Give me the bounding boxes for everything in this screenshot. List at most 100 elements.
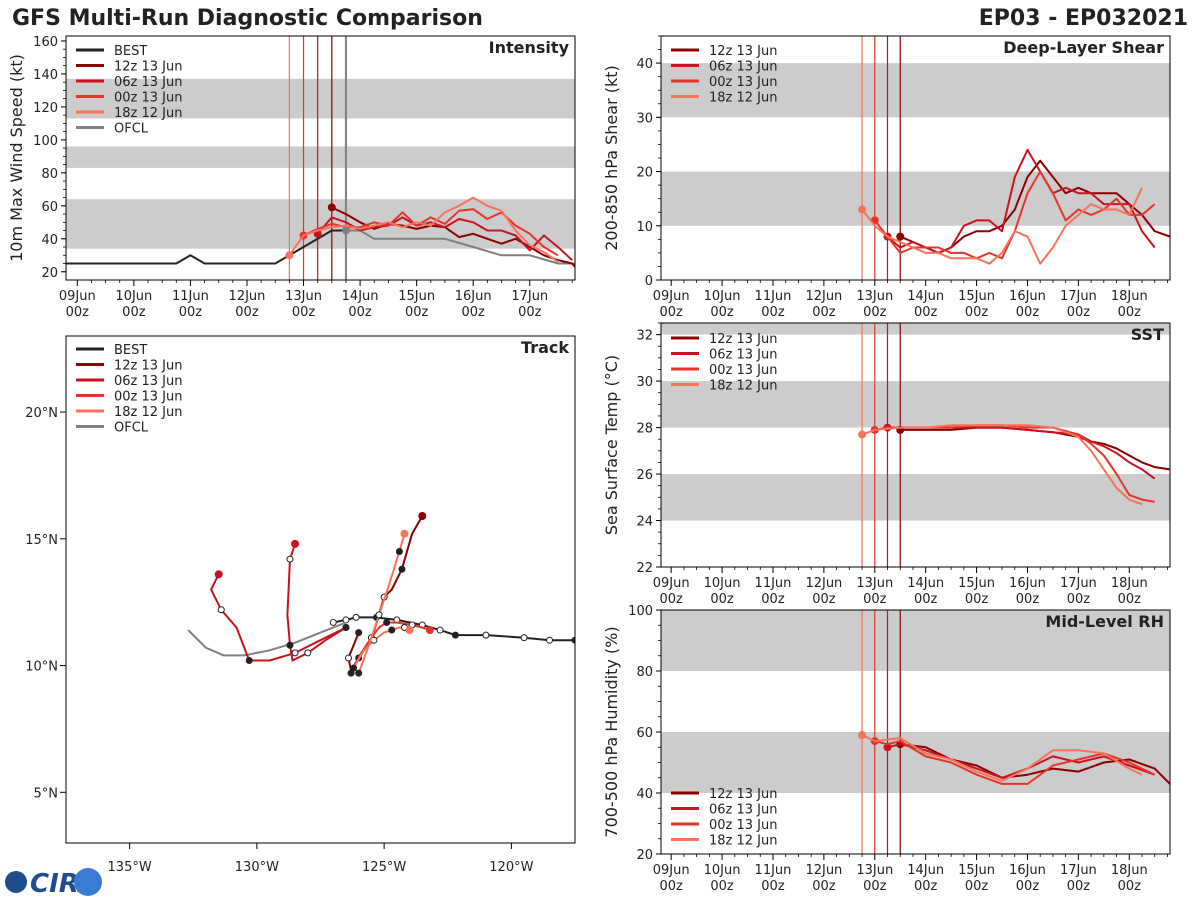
rh-xtick-label-day: 15Jun	[958, 863, 995, 878]
track-point-18z-12-jun-b	[395, 547, 403, 555]
track-point-06z-13-jun-b	[342, 624, 350, 632]
sst-legend-label-00z-13-jun: 00z 13 Jun	[709, 363, 778, 378]
track-point-best	[352, 613, 360, 621]
shear-xtick-label-hour: 00z	[914, 305, 938, 320]
shear-xtick-label-day: 18Jun	[1111, 289, 1148, 304]
cira-logo: CIRA	[5, 868, 102, 899]
rh-legend-label-06z-13-jun: 06z 13 Jun	[709, 803, 778, 818]
intensity-series-12z-13-jun	[331, 206, 575, 268]
sst-ytick-label: 26	[636, 468, 653, 483]
track-point-best	[329, 618, 337, 626]
track-point-best	[482, 631, 490, 639]
shear-ylabel: 200-850 hPa Shear (kt)	[602, 65, 621, 251]
shear-ytick-label: 40	[636, 57, 653, 72]
shear-legend-label-12z-13-jun: 12z 13 Jun	[709, 44, 778, 59]
track-end-point-18z-12-jun-b	[400, 529, 409, 538]
intensity-xtick-label-hour: 00z	[292, 305, 316, 320]
track-point-06z-13-jun	[286, 641, 294, 649]
intensity-xtick-label-hour: 00z	[462, 305, 486, 320]
intensity-ylabel: 10m Max Wind Speed (kt)	[7, 54, 26, 262]
track-xtick-label: 120°W	[489, 860, 533, 875]
track-point-00z-13-jun	[383, 618, 391, 626]
track-panel: 135°W 130°W 125°W 120°W 5°N 10°N 15°N 20°N Track…	[25, 335, 576, 875]
rh-xtick-label-hour: 00z	[1067, 879, 1091, 894]
track-end-point-06z-13-jun	[291, 539, 300, 548]
track-point-12z-13-jun	[344, 654, 352, 662]
rh-ytick-label: 60	[636, 726, 653, 741]
shear-start-point-18z-12-jun	[858, 205, 867, 214]
intensity-start-point-18z-12-jun	[285, 251, 294, 260]
shear-xtick-label-day: 11Jun	[755, 289, 792, 304]
shear-xtick-label-hour: 00z	[659, 305, 683, 320]
intensity-ytick-label: 160	[33, 35, 58, 50]
track-end-point-18z-12-jun	[405, 626, 414, 635]
shear-xtick-label-hour: 00z	[812, 305, 836, 320]
intensity-legend-label-12z-13-jun: 12z 13 Jun	[114, 60, 183, 75]
intensity-xtick-label-day: 11Jun	[172, 289, 209, 304]
rh-xtick-label-hour: 00z	[863, 879, 887, 894]
sst-ytick-label: 24	[636, 515, 653, 530]
track-legend-label-best: BEST	[114, 343, 147, 358]
shear-xtick-label-hour: 00z	[1118, 305, 1142, 320]
shear-xtick-label-hour: 00z	[710, 305, 734, 320]
intensity-xtick-label-hour: 00z	[122, 305, 146, 320]
rh-xtick-label-day: 18Jun	[1111, 863, 1148, 878]
intensity-xtick-label-hour: 00z	[179, 305, 203, 320]
track-ytick-label: 5°N	[34, 786, 59, 801]
sst-xtick-label-hour: 00z	[1067, 592, 1091, 607]
track-end-point-00z-13-jun	[425, 626, 434, 635]
sst-xtick-label-hour: 00z	[761, 592, 785, 607]
sst-xtick-label-hour: 00z	[659, 592, 683, 607]
intensity-ytick-label: 40	[41, 233, 58, 248]
track-point-best	[436, 626, 444, 634]
track-xtick-label: 130°W	[235, 860, 279, 875]
shear-xtick-label-hour: 00z	[863, 305, 887, 320]
shear-ytick-label: 10	[636, 220, 653, 235]
rh-xtick-label-hour: 00z	[659, 879, 683, 894]
intensity-xtick-label-day: 12Jun	[229, 289, 266, 304]
intensity-frame	[65, 35, 576, 281]
sst-band-1	[661, 381, 1170, 428]
rh-xtick-label-day: 16Jun	[1009, 863, 1046, 878]
shear-xtick-label-hour: 00z	[965, 305, 989, 320]
rh-legend-label-18z-12-jun: 18z 12 Jun	[709, 834, 778, 849]
shear-xtick-label-day: 13Jun	[856, 289, 893, 304]
intensity-xtick-label-day: 17Jun	[511, 289, 548, 304]
shear-ytick-label: 20	[636, 166, 653, 181]
track-xtick-label: 125°W	[362, 860, 406, 875]
rh-title: Mid-Level RH	[1045, 612, 1164, 631]
rh-plot-area	[661, 610, 1170, 854]
intensity-band-1	[66, 146, 575, 168]
intensity-series-best	[66, 229, 346, 265]
sst-legend-label-18z-12-jun: 18z 12 Jun	[709, 379, 778, 394]
shear-legend-label-18z-12-jun: 18z 12 Jun	[709, 91, 778, 106]
intensity-ytick-label: 140	[33, 68, 58, 83]
sst-plot-area	[661, 323, 1170, 567]
track-point-18z-12-jun-b	[375, 611, 383, 619]
shear-title: Deep-Layer Shear	[1003, 38, 1164, 57]
track-point-18z-12-jun-b	[355, 669, 363, 677]
sst-xtick-label-day: 16Jun	[1009, 576, 1046, 591]
track-title: Track	[521, 338, 569, 357]
shear-plot-area	[661, 36, 1170, 280]
rh-xtick-label-day: 11Jun	[755, 863, 792, 878]
track-point-06z-13-jun	[286, 555, 294, 563]
shear-xtick-label-day: 15Jun	[958, 289, 995, 304]
intensity-xtick-label-day: 16Jun	[455, 289, 492, 304]
track-point-best	[571, 636, 575, 644]
shear-band-0	[661, 171, 1170, 226]
storm-id: EP03 - EP032021	[979, 6, 1188, 31]
track-ytick-label: 20°N	[25, 406, 58, 421]
sst-xtick-label-hour: 00z	[1118, 592, 1142, 607]
sst-frame	[660, 322, 1171, 568]
sst-xtick-label-hour: 00z	[914, 592, 938, 607]
track-series-06z-13-jun	[286, 543, 347, 662]
sst-legend-label-06z-13-jun: 06z 13 Jun	[709, 348, 778, 363]
track-legend-label-12z-13-jun: 12z 13 Jun	[114, 359, 183, 374]
intensity-xtick-label-hour: 00z	[235, 305, 259, 320]
shear-xtick-label-hour: 00z	[761, 305, 785, 320]
shear-series-18z-12-jun	[861, 187, 1143, 265]
intensity-xtick-label-hour: 00z	[405, 305, 429, 320]
